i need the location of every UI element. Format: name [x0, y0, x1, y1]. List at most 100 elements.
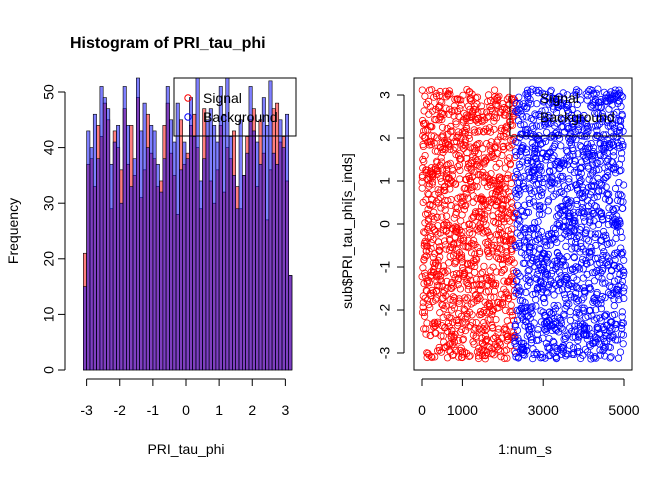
- background-point: [526, 326, 534, 334]
- signal-point: [481, 332, 490, 340]
- background-point: [574, 150, 582, 158]
- background-point: [612, 228, 621, 236]
- signal-point: [494, 336, 502, 345]
- signal-point: [455, 295, 463, 303]
- background-point: [605, 211, 613, 220]
- y-tick-label: -3: [377, 347, 393, 360]
- signal-point: [488, 190, 496, 198]
- background-point: [549, 337, 557, 345]
- background-point: [588, 160, 597, 168]
- background-point: [567, 197, 575, 205]
- signal-point: [443, 161, 451, 169]
- background-point: [579, 208, 588, 216]
- background-point: [592, 89, 600, 97]
- signal-point: [431, 147, 439, 155]
- y-tick-label: 50: [41, 84, 57, 100]
- signal-point: [451, 330, 459, 338]
- signal-point: [459, 91, 467, 99]
- signal-point: [447, 330, 456, 338]
- background-point: [530, 167, 538, 175]
- background-point: [563, 185, 572, 193]
- signal-point: [446, 252, 454, 260]
- signal-point: [507, 301, 515, 309]
- signal-point: [458, 325, 466, 334]
- background-bar: [152, 130, 157, 371]
- background-point: [574, 126, 582, 134]
- signal-point: [507, 179, 515, 188]
- signal-point: [467, 249, 476, 257]
- y-tick-label: -1: [377, 261, 393, 274]
- background-bar: [106, 108, 111, 371]
- background-point: [554, 180, 562, 188]
- background-bar: [195, 77, 200, 371]
- background-point: [536, 202, 544, 210]
- background-point: [599, 131, 608, 139]
- signal-point: [422, 247, 431, 255]
- background-bar: [179, 169, 183, 371]
- background-point: [517, 287, 525, 295]
- background-point: [603, 240, 612, 248]
- background-point: [567, 293, 575, 301]
- background-point: [571, 217, 579, 225]
- signal-point: [423, 239, 431, 247]
- background-point: [619, 287, 628, 295]
- background-point: [533, 100, 541, 108]
- background-point: [519, 113, 527, 121]
- background-point: [542, 255, 550, 263]
- background-point: [595, 188, 603, 196]
- x-tick-label: 1: [215, 402, 223, 418]
- signal-point: [436, 97, 444, 106]
- background-point: [582, 157, 591, 165]
- signal-point: [495, 159, 503, 167]
- background-point: [538, 188, 546, 196]
- background-point: [618, 233, 626, 242]
- background-bar: [205, 119, 210, 371]
- signal-point: [491, 143, 499, 151]
- signal-point: [461, 294, 469, 302]
- background-point: [514, 334, 522, 342]
- background-point: [590, 91, 598, 99]
- background-point: [608, 101, 616, 109]
- scatter-y-axis: -3 -2 -1 0 1 2 3: [377, 91, 405, 360]
- signal-point: [437, 154, 445, 162]
- scatter-x-axis: 0 1000 3000 5000: [418, 378, 640, 418]
- y-tick-label: 30: [41, 195, 57, 211]
- background-point: [526, 314, 534, 322]
- signal-point: [496, 341, 504, 349]
- signal-point: [491, 219, 499, 227]
- signal-point: [456, 175, 464, 183]
- background-point: [526, 249, 534, 257]
- signal-point: [506, 217, 514, 225]
- scatter-legend-background-label: Background: [540, 109, 615, 125]
- background-point: [564, 280, 573, 288]
- background-point: [541, 299, 549, 307]
- signal-point: [484, 248, 492, 256]
- background-point: [610, 166, 618, 174]
- signal-point: [502, 290, 510, 298]
- signal-point: [474, 170, 482, 179]
- background-point: [609, 331, 617, 340]
- background-point: [514, 216, 523, 224]
- background-point: [599, 216, 607, 224]
- signal-point: [460, 222, 468, 230]
- signal-point: [496, 132, 505, 140]
- background-point: [529, 198, 538, 206]
- signal-point: [508, 311, 517, 319]
- signal-point: [436, 87, 444, 96]
- background-bar: [126, 125, 130, 371]
- signal-point: [479, 229, 487, 237]
- background-point: [526, 186, 534, 194]
- background-point: [542, 288, 550, 296]
- background-point: [525, 195, 533, 203]
- background-point: [512, 268, 521, 276]
- background-point: [568, 120, 577, 128]
- background-point: [540, 98, 548, 106]
- legend-signal-label: Signal: [203, 90, 242, 106]
- signal-point: [496, 300, 504, 308]
- signal-point: [423, 319, 431, 327]
- background-bar: [245, 152, 250, 371]
- background-point: [528, 310, 536, 318]
- signal-point: [484, 207, 492, 215]
- background-bar: [208, 108, 213, 371]
- signal-point: [498, 246, 506, 254]
